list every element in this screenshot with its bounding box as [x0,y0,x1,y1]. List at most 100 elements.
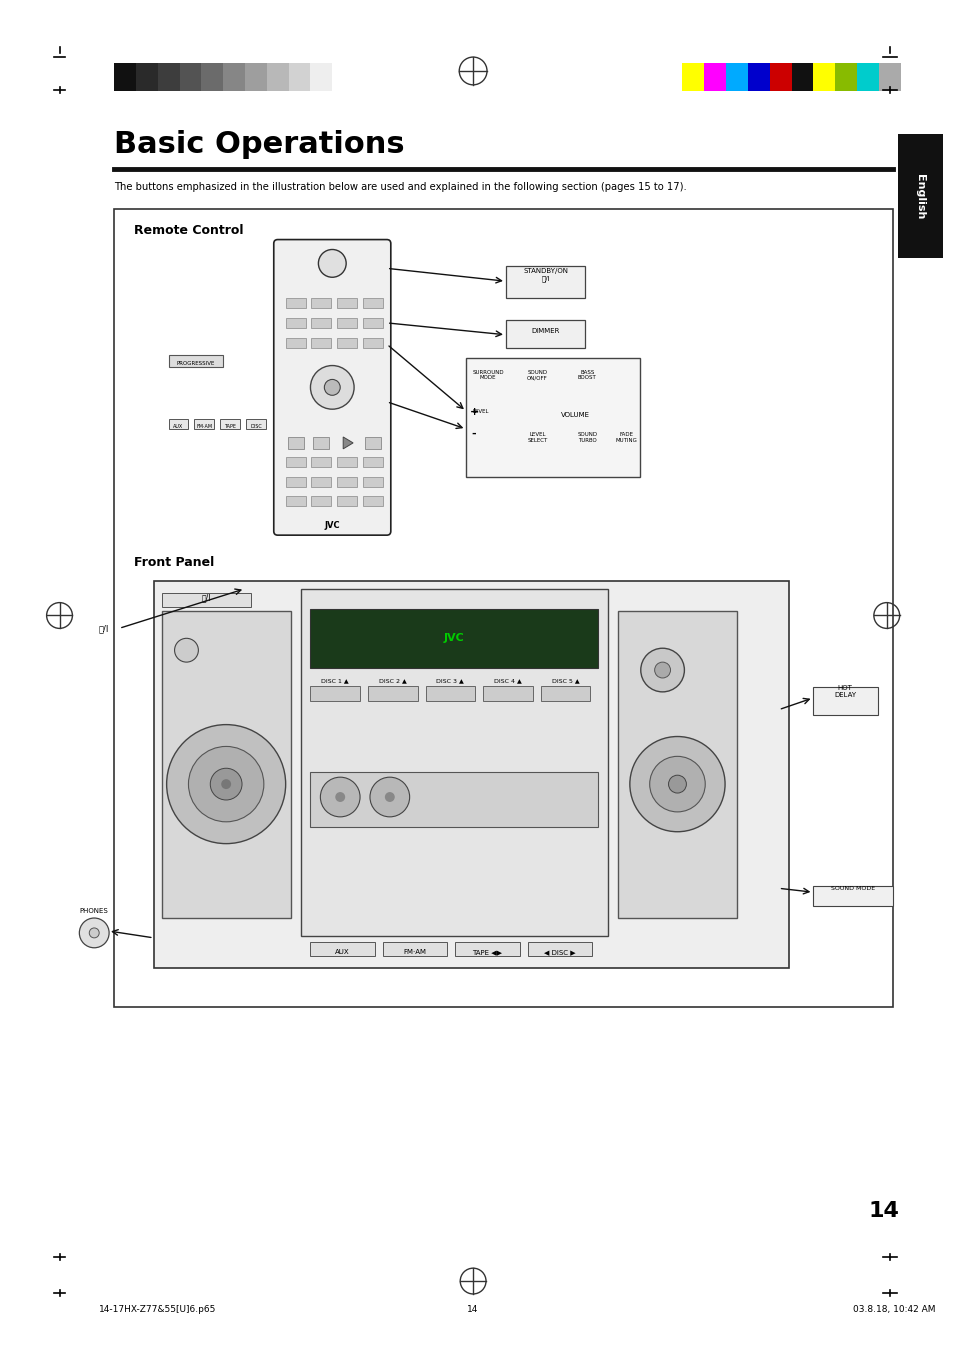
Bar [363,298,382,308]
Bar [223,64,245,91]
Text: BASS
BOOST: BASS BOOST [578,369,596,380]
Bar [300,589,607,936]
Circle shape [640,648,683,691]
Text: English: English [915,173,924,219]
Bar [285,338,305,348]
Text: PHONES: PHONES [80,908,109,915]
Bar [161,610,291,919]
Text: FM·AM: FM·AM [196,423,213,429]
Text: Basic Operations: Basic Operations [114,130,404,160]
Text: The buttons emphasized in the illustration below are used and explained in the f: The buttons emphasized in the illustrati… [114,183,686,192]
Circle shape [649,756,704,812]
Bar [311,318,331,327]
Circle shape [210,769,242,800]
Bar [505,319,584,348]
Bar [337,457,356,467]
Bar [310,773,598,827]
Bar [681,64,703,91]
Text: 14-17HX-Z77&55[U]6.p65: 14-17HX-Z77&55[U]6.p65 [99,1304,216,1314]
Bar [337,298,356,308]
Text: LEVEL: LEVEL [473,409,489,414]
Bar [337,476,356,487]
Bar [365,437,380,449]
Text: DISC 1 ▲: DISC 1 ▲ [321,678,349,683]
Bar [314,437,329,449]
Bar [201,64,223,91]
Bar [363,318,382,327]
Text: TAPE: TAPE [224,423,236,429]
Circle shape [668,775,685,793]
Text: FADE
MUTING: FADE MUTING [616,432,638,442]
Circle shape [79,919,109,948]
Bar [791,64,813,91]
Text: ⏻/I: ⏻/I [201,594,211,602]
Bar [157,64,179,91]
Text: 14: 14 [467,1304,478,1314]
Circle shape [310,365,354,409]
Bar [363,497,382,506]
Text: DISC: DISC [250,423,261,429]
Circle shape [320,777,359,817]
Bar [856,64,878,91]
Bar [169,419,189,429]
Text: VOLUME: VOLUME [560,413,589,418]
Circle shape [384,792,395,802]
Text: DISC 4 ▲: DISC 4 ▲ [494,678,521,683]
Bar [114,64,135,91]
Text: JVC: JVC [443,633,464,643]
Text: HOT
DELAY: HOT DELAY [833,685,855,698]
Bar [505,267,584,298]
Circle shape [629,736,724,832]
Bar [482,686,532,701]
Text: FM·AM: FM·AM [403,948,426,955]
Bar [194,419,214,429]
Bar [813,64,834,91]
Bar [311,338,331,348]
Text: SURROUND
MODE: SURROUND MODE [472,369,503,380]
Bar [618,610,737,919]
Bar [311,457,331,467]
Bar [878,64,900,91]
Bar [368,686,417,701]
Bar [337,497,356,506]
Bar [311,497,331,506]
Bar [747,64,769,91]
Text: ⏻/I: ⏻/I [98,624,109,633]
Circle shape [318,249,346,277]
Text: ◀ DISC ▶: ◀ DISC ▶ [543,948,575,955]
Text: AUX: AUX [335,948,349,955]
Text: +: + [469,407,478,417]
Text: JVC: JVC [324,521,339,530]
Bar [813,886,892,907]
Circle shape [167,725,285,844]
Bar [310,64,332,91]
Bar [425,686,475,701]
Text: TAPE ◀▶: TAPE ◀▶ [472,948,501,955]
Bar [288,437,303,449]
Bar [179,64,201,91]
Bar [455,942,519,955]
Bar [289,64,310,91]
Text: DIMMER: DIMMER [531,327,559,334]
Text: SOUND
ON/OFF: SOUND ON/OFF [527,369,547,380]
Bar [285,457,305,467]
Circle shape [90,928,99,938]
Bar [267,64,289,91]
Circle shape [221,779,231,789]
Bar [382,942,447,955]
Bar [310,942,375,955]
Bar [285,298,305,308]
Circle shape [324,379,340,395]
Bar [220,419,240,429]
Circle shape [189,747,264,821]
Bar [310,686,359,701]
Bar [285,497,305,506]
Bar [311,298,331,308]
Bar [135,64,157,91]
Text: SOUND
TURBO: SOUND TURBO [577,432,597,442]
Bar [310,609,598,668]
Text: 14: 14 [868,1200,899,1220]
Text: SOUND MODE: SOUND MODE [830,886,874,892]
Polygon shape [343,437,353,449]
Bar [285,476,305,487]
